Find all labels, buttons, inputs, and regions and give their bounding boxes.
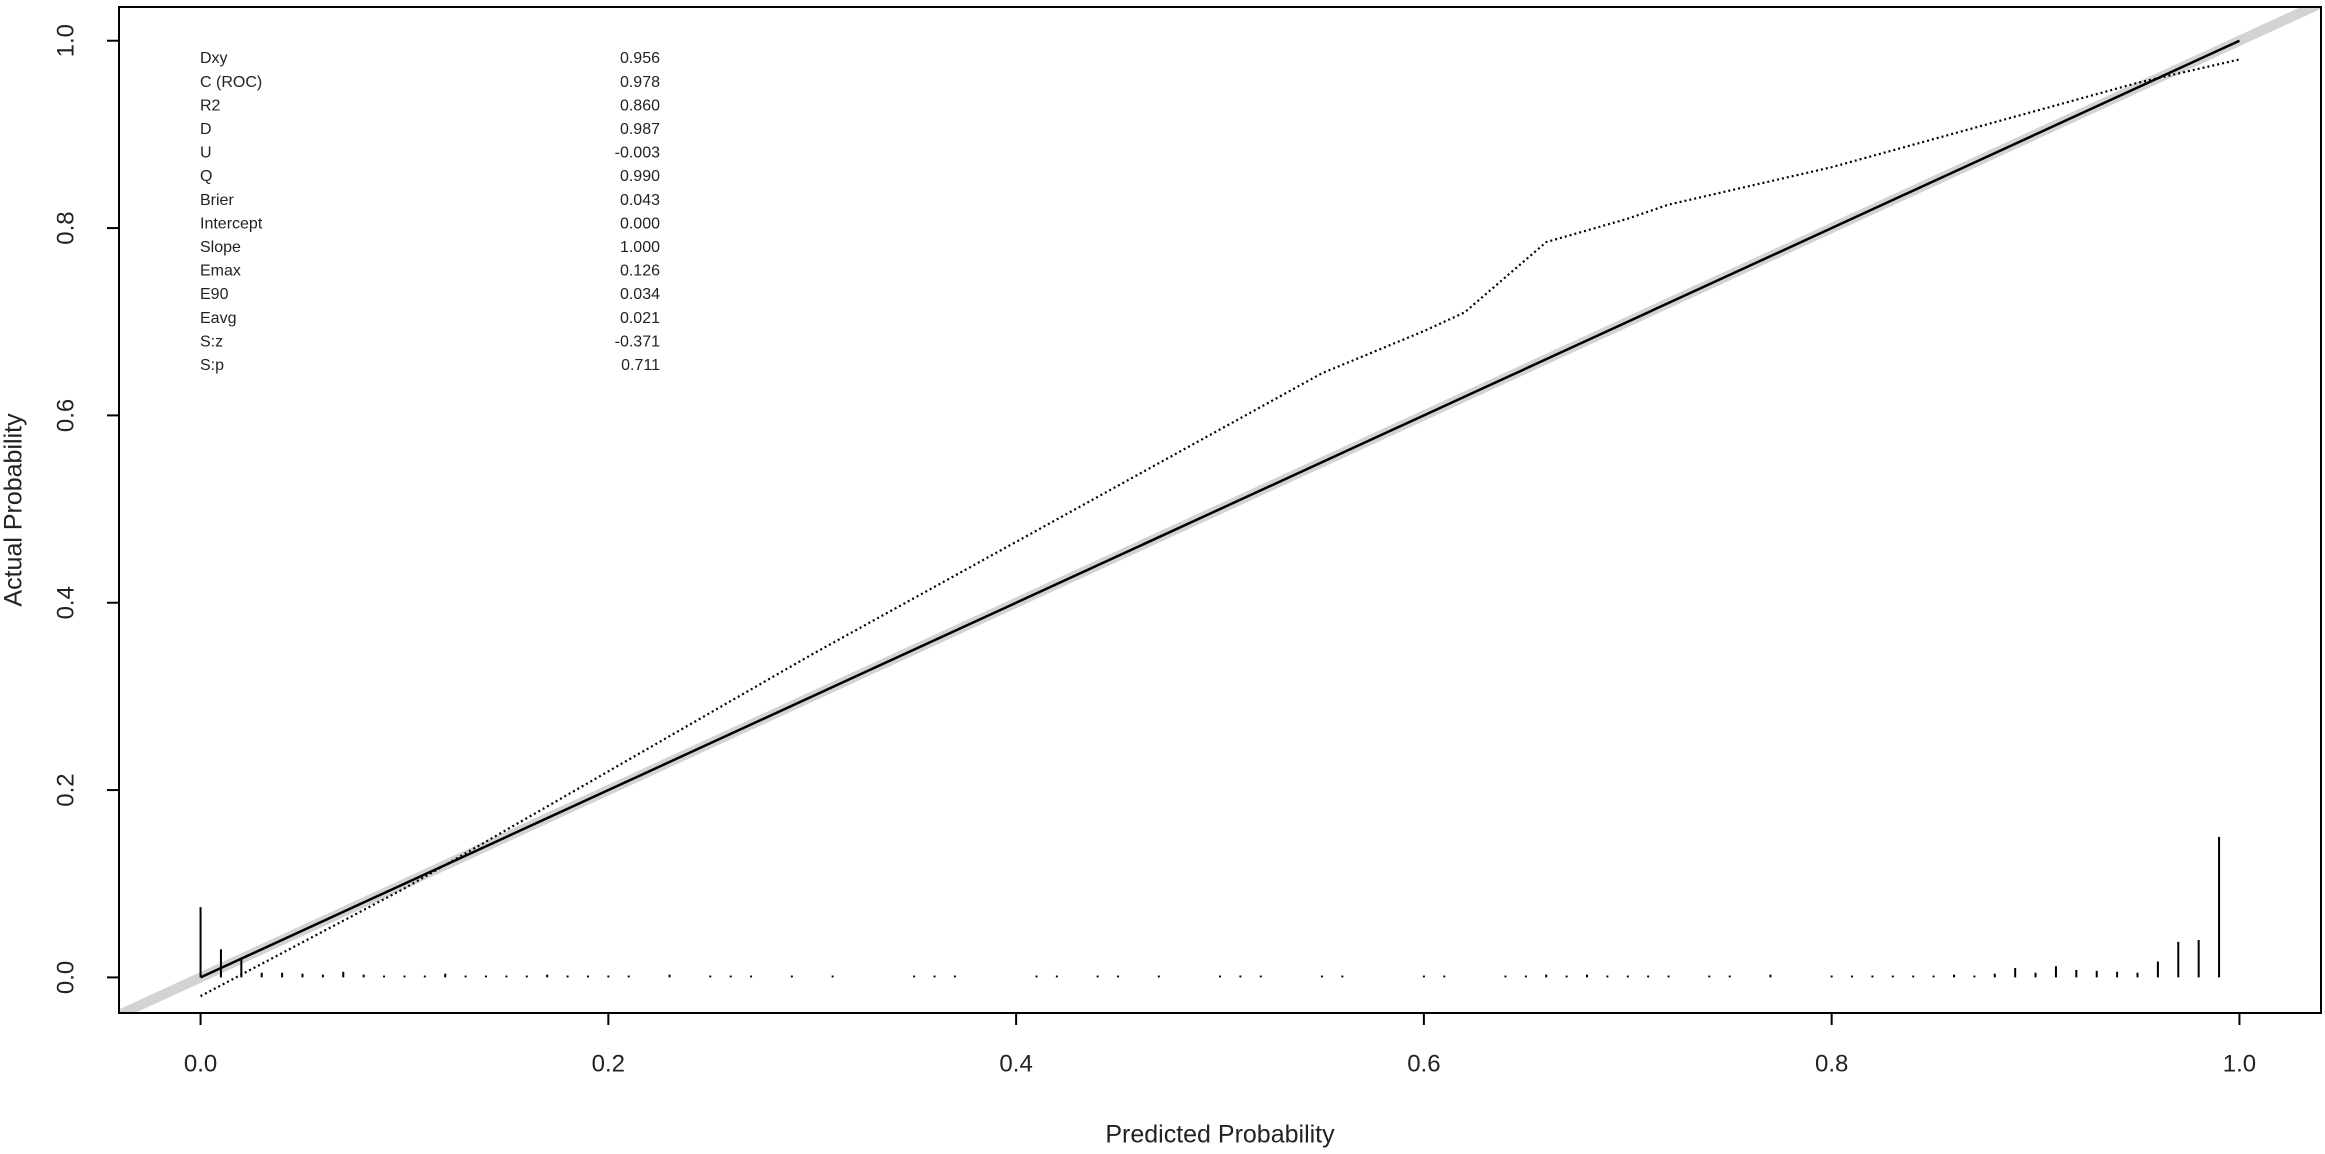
stat-value: 0.860 xyxy=(620,97,660,114)
stat-label: Q xyxy=(200,168,212,185)
stat-value: 0.987 xyxy=(620,121,660,138)
stat-label: S:p xyxy=(200,357,224,374)
y-tick-label: 0.6 xyxy=(52,399,79,432)
stat-value: 1.000 xyxy=(620,239,660,256)
stat-value: 0.126 xyxy=(620,263,660,280)
stat-label: Eavg xyxy=(200,310,236,327)
x-tick-label: 0.8 xyxy=(1815,1050,1848,1077)
stat-value: 0.021 xyxy=(620,310,660,327)
stat-value: 0.956 xyxy=(620,50,660,67)
y-tick-label: 0.8 xyxy=(52,211,79,244)
stat-label: E90 xyxy=(200,286,229,303)
x-tick-label: 0.2 xyxy=(592,1050,625,1077)
stat-value: 0.711 xyxy=(621,357,660,374)
x-tick-label: 1.0 xyxy=(2223,1050,2256,1077)
stat-value: 0.990 xyxy=(620,168,660,185)
x-tick-label: 0.0 xyxy=(184,1050,217,1077)
y-tick-label: 1.0 xyxy=(52,24,79,57)
stat-value: 0.978 xyxy=(620,74,660,91)
y-tick-label: 0.2 xyxy=(52,773,79,806)
stat-label: Brier xyxy=(200,192,234,209)
stat-label: Intercept xyxy=(200,215,263,232)
stat-value: 0.034 xyxy=(620,286,660,303)
stat-label: C (ROC) xyxy=(200,74,262,91)
plot-area xyxy=(119,7,2321,1013)
stat-label: Dxy xyxy=(200,50,228,67)
stat-value: 0.043 xyxy=(620,192,660,209)
stat-label: Emax xyxy=(200,263,241,280)
stat-label: U xyxy=(200,145,212,162)
x-axis-title: Predicted Probability xyxy=(1105,1121,1335,1149)
stat-value: -0.371 xyxy=(615,333,660,350)
solid-line xyxy=(200,39,2240,979)
stat-value: -0.003 xyxy=(615,145,660,162)
stat-label: R2 xyxy=(200,97,221,114)
x-tick-label: 0.4 xyxy=(999,1050,1032,1077)
y-tick-label: 0.0 xyxy=(52,961,79,994)
x-tick-label: 0.6 xyxy=(1407,1050,1440,1077)
y-tick-label: 0.4 xyxy=(52,586,79,619)
stat-value: 0.000 xyxy=(620,215,660,232)
stat-label: Slope xyxy=(200,239,241,256)
plot-frame xyxy=(118,6,2322,1014)
y-axis-title: Actual Probability xyxy=(0,413,28,607)
stat-label: D xyxy=(200,121,212,138)
stat-label: S:z xyxy=(200,333,223,350)
